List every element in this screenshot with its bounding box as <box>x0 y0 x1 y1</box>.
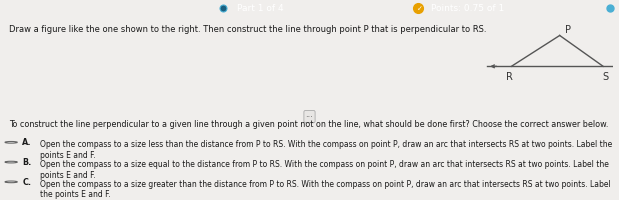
Text: S: S <box>602 72 608 82</box>
Text: ···: ··· <box>306 113 313 121</box>
Text: R: R <box>506 72 513 82</box>
Circle shape <box>5 181 17 183</box>
Text: Open the compass to a size equal to the distance from P to RS. With the compass : Open the compass to a size equal to the … <box>40 159 609 179</box>
Text: B.: B. <box>22 157 32 166</box>
Text: C.: C. <box>22 177 32 186</box>
Circle shape <box>5 161 17 163</box>
Text: P: P <box>565 24 571 34</box>
Text: A.: A. <box>22 138 32 147</box>
Text: Open the compass to a size greater than the distance from P to RS. With the comp: Open the compass to a size greater than … <box>40 179 611 198</box>
Text: ✓: ✓ <box>417 6 423 11</box>
Text: Points: 0.75 of 1: Points: 0.75 of 1 <box>431 4 504 13</box>
Text: Draw a figure like the one shown to the right. Then construct the line through p: Draw a figure like the one shown to the … <box>9 25 487 34</box>
Circle shape <box>5 142 17 143</box>
Text: To construct the line perpendicular to a given line through a given point not on: To construct the line perpendicular to a… <box>9 120 608 129</box>
Text: Open the compass to a size less than the distance from P to RS. With the compass: Open the compass to a size less than the… <box>40 140 612 159</box>
Text: ✕: ✕ <box>417 4 425 13</box>
Text: Part 1 of 4: Part 1 of 4 <box>236 4 284 13</box>
